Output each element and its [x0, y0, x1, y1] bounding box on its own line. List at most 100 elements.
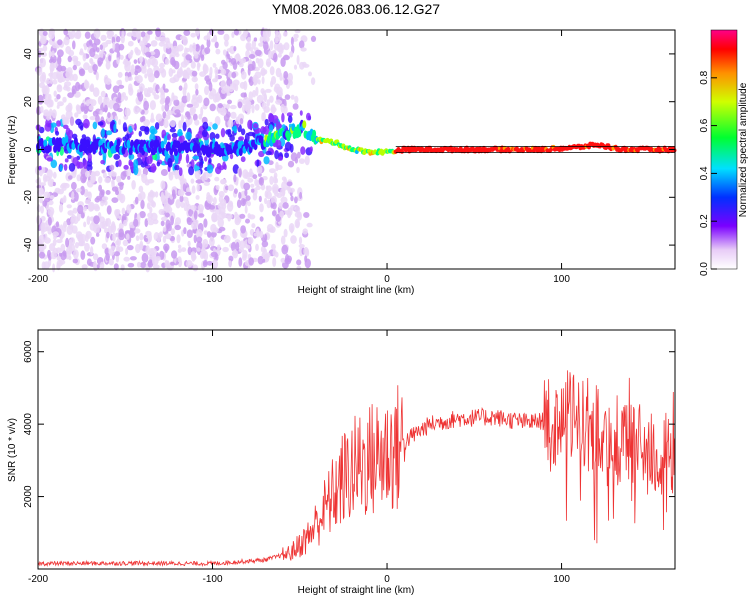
spectrogram-cell	[189, 107, 196, 116]
spectrogram-cell	[39, 57, 47, 68]
spectrogram-cell	[75, 104, 80, 112]
spectrogram-cell	[116, 57, 120, 65]
spectrogram-cell	[301, 61, 307, 68]
spectrogram-cell	[171, 132, 178, 138]
spectrogram-cell	[244, 104, 248, 111]
spectrogram-cell	[123, 256, 130, 262]
spectrogram-cell	[259, 203, 264, 213]
spectrogram-cell	[191, 221, 198, 230]
spectrogram-cell	[248, 91, 253, 101]
spectrogram-cell	[72, 258, 79, 264]
spectrogram-cells	[35, 26, 677, 273]
spectrogram-cell	[171, 92, 175, 102]
spectrogram-cell	[242, 254, 247, 261]
spectrogram-cell	[135, 29, 142, 40]
spectrogram-cell	[290, 235, 297, 244]
spectrogram-cell	[63, 36, 70, 46]
spectrogram-cell	[71, 55, 79, 62]
spectrogram-cell	[217, 202, 224, 210]
spectrogram-cell	[69, 116, 75, 126]
spectrogram-cell	[282, 54, 290, 61]
spectrogram-cell	[152, 264, 160, 270]
spectrogram-cell	[80, 185, 85, 196]
spectrogram-cell	[154, 70, 160, 79]
spectrogram-cell	[239, 213, 246, 219]
spectrogram-cell	[186, 229, 193, 238]
spectrogram-cell	[120, 264, 125, 271]
spectrogram-cell	[128, 52, 133, 59]
spectrogram-cell	[107, 112, 111, 119]
spectrogram-cell	[102, 172, 107, 179]
spectrogram-cell	[99, 44, 104, 50]
spectrogram-cell	[215, 185, 220, 190]
spectrogram-cell	[72, 207, 78, 214]
spectrogram-cell	[283, 71, 289, 79]
spectrogram-cell	[159, 62, 165, 69]
spectrogram-cell	[124, 134, 130, 141]
spectrogram-cell	[60, 197, 66, 203]
spectrogram-cell	[182, 72, 190, 79]
spectrogram-cell	[210, 231, 217, 238]
spectrogram-cell	[191, 185, 196, 194]
spectrogram-cell	[244, 189, 248, 197]
spectrogram-cell	[143, 100, 150, 111]
spectrogram-cell	[40, 215, 46, 222]
spectrogram-cell	[46, 157, 54, 162]
spectrogram-cell	[269, 227, 274, 233]
spectrogram-cell	[142, 36, 149, 46]
spectrogram-cell	[256, 159, 260, 168]
spectrogram-cell	[213, 34, 218, 43]
spectrogram-cell	[158, 208, 165, 216]
spectrogram-cell	[120, 171, 127, 181]
spectrogram-cell	[47, 216, 52, 226]
spectrogram-cell	[48, 31, 55, 40]
spectrogram-cell	[39, 137, 44, 146]
spectrogram-cell	[93, 205, 101, 212]
spectrogram-cell	[281, 112, 285, 123]
spectrogram-cell	[60, 243, 66, 253]
spectrogram-cell	[128, 83, 133, 92]
spectrogram-cell	[217, 244, 221, 250]
spectrogram-cell	[74, 242, 79, 249]
spectrogram-cell	[141, 252, 149, 263]
spectrogram-cell	[236, 199, 242, 209]
spectrogram-cell	[165, 96, 171, 105]
spectrogram-cell	[46, 115, 51, 121]
spectrogram-cell	[72, 64, 78, 71]
spectrogram-cell	[50, 180, 54, 187]
spectrogram-cell	[37, 187, 44, 192]
spectrogram-cell	[229, 86, 234, 93]
spectrogram-cell	[119, 54, 124, 60]
spectrogram-cell	[261, 76, 265, 85]
spectrogram-cell	[38, 251, 46, 259]
spectrogram-cell	[87, 191, 92, 200]
spectrogram-cell	[83, 44, 87, 51]
spectrogram-cell	[199, 251, 205, 259]
spectrogram-cell	[186, 103, 194, 108]
spectrogram-cell	[304, 255, 308, 263]
spectrogram-cell	[190, 61, 196, 69]
spectrogram-cell	[197, 204, 204, 212]
spectrogram-cell	[251, 39, 257, 50]
spectrogram-cell	[214, 93, 220, 103]
spectrogram-cell	[79, 68, 86, 77]
spectrogram-cell	[202, 64, 209, 75]
spectrogram-cell	[230, 111, 237, 119]
spectrogram-cell	[194, 53, 199, 59]
spectrogram-cell	[266, 99, 271, 107]
spectrogram-cell	[248, 54, 256, 59]
spectrogram-cell	[77, 204, 84, 215]
spectrogram-cell	[177, 131, 183, 136]
spectrogram-cell	[106, 231, 110, 239]
spectrogram-cell	[104, 104, 108, 113]
spectrogram-cell	[124, 95, 128, 101]
spectrogram-cell	[260, 245, 266, 253]
spectrogram-cell	[294, 218, 300, 229]
spectrogram-cell	[270, 106, 277, 113]
y-tick-label: 20	[23, 96, 34, 108]
spectrogram-cell	[224, 39, 229, 47]
spectrogram-cell	[163, 118, 169, 129]
spectrogram-cell	[275, 99, 283, 105]
spectrogram-cell	[192, 155, 200, 160]
spectrogram-cell	[158, 231, 163, 238]
